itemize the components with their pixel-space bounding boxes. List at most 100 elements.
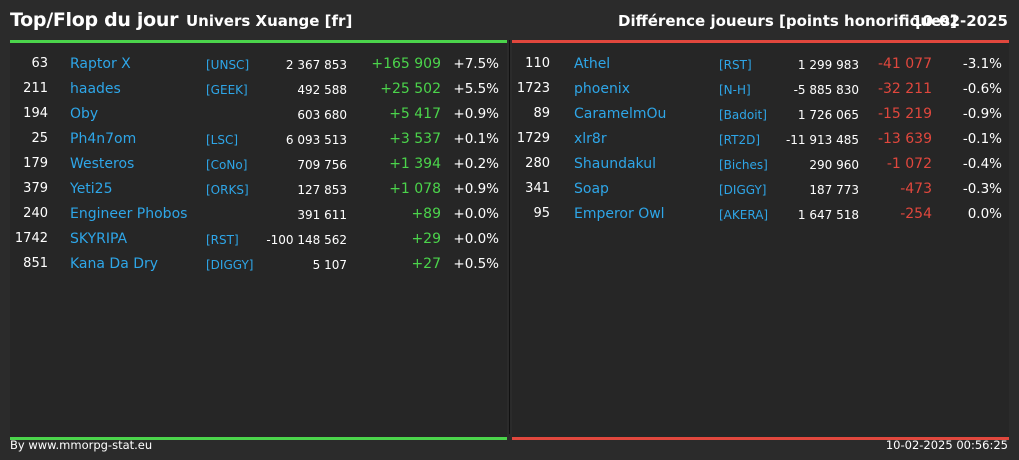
- player-rank: 95: [533, 206, 550, 221]
- player-rank: 89: [533, 106, 550, 121]
- player-points: 127 853: [297, 183, 347, 197]
- top-row: 851 Kana Da Dry [DIGGY] 5 107 +27 +0.5%: [10, 252, 507, 277]
- top-row: 25 Ph4n7om [LSC] 6 093 513 +3 537 +0.1%: [10, 127, 507, 152]
- player-points: 492 588: [297, 83, 347, 97]
- points-delta: +29: [411, 231, 441, 247]
- player-rank: 1723: [516, 81, 550, 96]
- alliance-tag-link[interactable]: [AKERA]: [719, 208, 769, 222]
- alliance-tag-link[interactable]: [DIGGY]: [719, 183, 767, 197]
- top-row: 379 Yeti25 [ORKS] 127 853 +1 078 +0.9%: [10, 177, 507, 202]
- header: Top/Flop du jour Univers Xuange [fr] Dif…: [0, 0, 1019, 40]
- alliance-tag-link[interactable]: [RT2D]: [719, 133, 761, 147]
- alliance-tag-link[interactable]: [DIGGY]: [206, 258, 254, 272]
- player-points: 187 773: [809, 183, 859, 197]
- points-delta: +25 502: [380, 81, 441, 97]
- top-row: 63 Raptor X [UNSC] 2 367 853 +165 909 +7.5%: [10, 52, 507, 77]
- footer-credit[interactable]: By www.mmorpg-stat.eu: [10, 438, 153, 452]
- flop-row: 1729 xlr8r [RT2D] -11 913 485 -13 639 -0.1%: [512, 127, 1009, 152]
- page-title: Top/Flop du jour: [10, 9, 179, 31]
- player-points: 6 093 513: [285, 133, 347, 147]
- points-delta: -32 211: [877, 81, 932, 97]
- points-delta: -15 219: [877, 106, 932, 122]
- footer-timestamp: 10-02-2025 00:56:25: [885, 438, 1008, 452]
- percent-change: -0.6%: [962, 81, 1002, 97]
- alliance-tag-link[interactable]: [Biches]: [719, 158, 768, 172]
- player-rank: 341: [525, 181, 550, 196]
- top-row: 211 haades [GEEK] 492 588 +25 502 +5.5%: [10, 77, 507, 102]
- points-delta: -473: [900, 181, 932, 197]
- player-name-link[interactable]: Oby: [70, 106, 99, 122]
- alliance-tag-link[interactable]: [ORKS]: [206, 183, 249, 197]
- player-rank: 379: [23, 181, 48, 196]
- player-points: 603 680: [297, 108, 347, 122]
- player-rank: 1742: [14, 231, 48, 246]
- player-name-link[interactable]: Engineer Phobos: [70, 206, 188, 222]
- player-name-link[interactable]: Yeti25: [70, 181, 113, 197]
- player-points: 290 960: [809, 158, 859, 172]
- flop-row: 89 CaramelmOu [Badoit] 1 726 065 -15 219 -0.9…: [512, 102, 1009, 127]
- player-rank: 179: [23, 156, 48, 171]
- player-points: 1 647 518: [797, 208, 859, 222]
- player-name-link[interactable]: SKYRIPA: [70, 231, 128, 247]
- percent-change: 0.0%: [967, 206, 1002, 222]
- player-name-link[interactable]: Emperor Owl: [574, 206, 665, 222]
- flop-row: 280 Shaundakul [Biches] 290 960 -1 072 -0.4%: [512, 152, 1009, 177]
- points-delta: -254: [900, 206, 932, 222]
- player-name-link[interactable]: Raptor X: [70, 56, 131, 72]
- player-name-link[interactable]: xlr8r: [574, 131, 607, 147]
- percent-change: -0.4%: [962, 156, 1002, 172]
- player-points: 5 107: [312, 258, 347, 272]
- percent-change: -3.1%: [962, 56, 1002, 72]
- player-name-link[interactable]: Westeros: [70, 156, 135, 172]
- player-name-link[interactable]: Soap: [574, 181, 609, 197]
- points-delta: +89: [411, 206, 441, 222]
- player-points: -5 885 830: [793, 83, 859, 97]
- percent-change: +7.5%: [453, 56, 499, 72]
- percent-change: +5.5%: [453, 81, 499, 97]
- percent-change: +0.2%: [453, 156, 499, 172]
- alliance-tag-link[interactable]: [N-H]: [719, 83, 751, 97]
- top-panel: 63 Raptor X [UNSC] 2 367 853 +165 909 +7.5% 21…: [10, 40, 507, 440]
- points-delta: +1 078: [389, 181, 441, 197]
- player-points: 391 611: [297, 208, 347, 222]
- points-delta: +27: [411, 256, 441, 272]
- panel-divider: [509, 40, 510, 434]
- player-name-link[interactable]: haades: [70, 81, 121, 97]
- flop-row: 110 Athel [RST] 1 299 983 -41 077 -3.1%: [512, 52, 1009, 77]
- percent-change: -0.9%: [962, 106, 1002, 122]
- percent-change: +0.5%: [453, 256, 499, 272]
- metric-label: Différence joueurs [points honorifiques]: [618, 12, 958, 30]
- alliance-tag-link[interactable]: [UNSC]: [206, 58, 250, 72]
- top-row: 194 Oby 603 680 +5 417 +0.9%: [10, 102, 507, 127]
- top-row: 1742 SKYRIPA [RST] -100 148 562 +29 +0.0%: [10, 227, 507, 252]
- player-points: -100 148 562: [266, 233, 347, 247]
- percent-change: +0.9%: [453, 181, 499, 197]
- alliance-tag-link[interactable]: [LSC]: [206, 133, 239, 147]
- points-delta: -13 639: [877, 131, 932, 147]
- header-date: 10-02-2025: [912, 12, 1008, 30]
- percent-change: -0.1%: [962, 131, 1002, 147]
- percent-change: -0.3%: [962, 181, 1002, 197]
- player-rank: 25: [31, 131, 48, 146]
- alliance-tag-link[interactable]: [Badoit]: [719, 108, 767, 122]
- percent-change: +0.9%: [453, 106, 499, 122]
- player-points: 1 726 065: [797, 108, 859, 122]
- alliance-tag-link[interactable]: [CoNo]: [206, 158, 248, 172]
- universe-label: Univers Xuange [fr]: [186, 12, 353, 30]
- flop-panel: 110 Athel [RST] 1 299 983 -41 077 -3.1% 1723 ph…: [512, 40, 1009, 440]
- flop-list: 110 Athel [RST] 1 299 983 -41 077 -3.1% 1723 ph…: [512, 52, 1009, 227]
- alliance-tag-link[interactable]: [GEEK]: [206, 83, 248, 97]
- player-name-link[interactable]: CaramelmOu: [574, 106, 667, 122]
- points-delta: -1 072: [886, 156, 932, 172]
- player-name-link[interactable]: Shaundakul: [574, 156, 656, 172]
- alliance-tag-link[interactable]: [RST]: [206, 233, 239, 247]
- player-name-link[interactable]: Athel: [574, 56, 611, 72]
- player-name-link[interactable]: phoenix: [574, 81, 630, 97]
- player-rank: 240: [23, 206, 48, 221]
- player-name-link[interactable]: Ph4n7om: [70, 131, 137, 147]
- player-rank: 851: [23, 256, 48, 271]
- alliance-tag-link[interactable]: [RST]: [719, 58, 752, 72]
- player-points: 2 367 853: [285, 58, 347, 72]
- points-delta: +5 417: [389, 106, 441, 122]
- player-name-link[interactable]: Kana Da Dry: [70, 256, 159, 272]
